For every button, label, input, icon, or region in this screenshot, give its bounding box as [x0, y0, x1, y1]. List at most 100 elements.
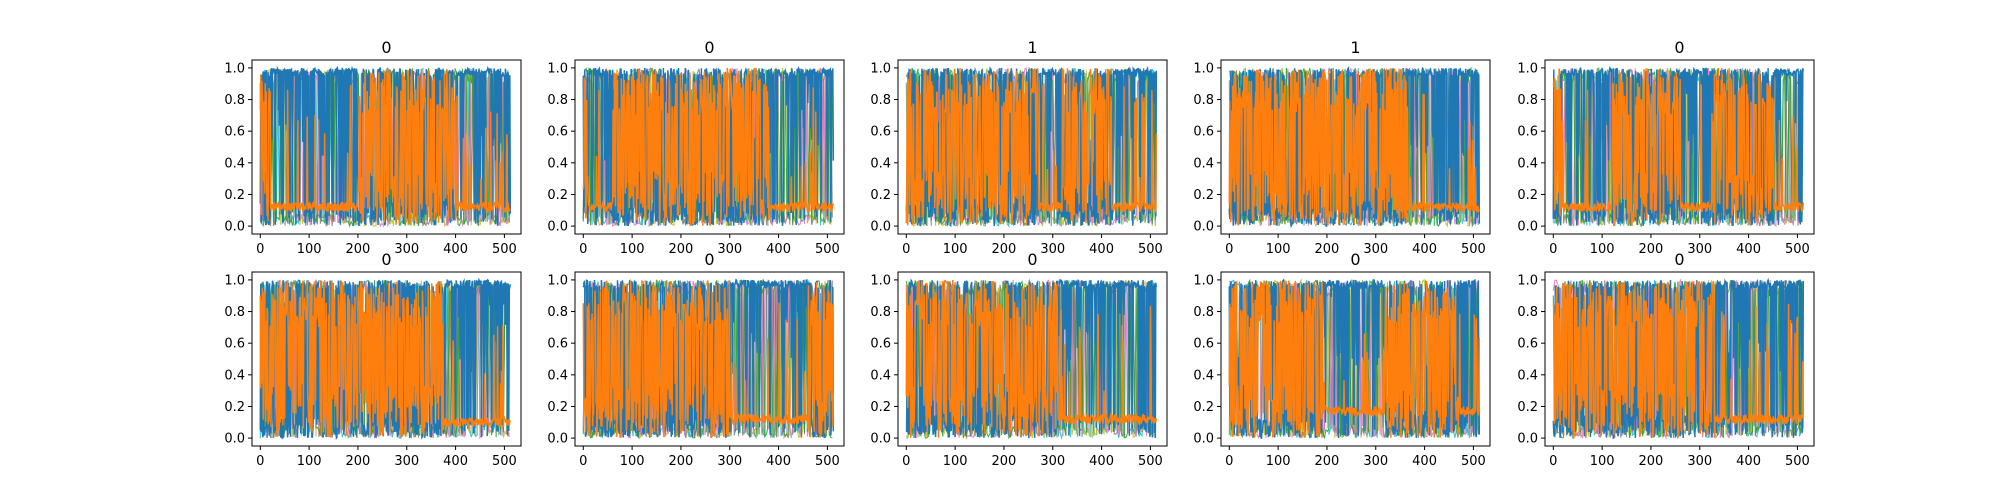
y-tick-label: 0.8 — [1517, 305, 1538, 320]
y-tick-label: 0.2 — [870, 188, 891, 203]
series-blue — [1228, 66, 1481, 229]
y-tick-label: 0.0 — [1517, 432, 1538, 447]
y-tick-label: 0.8 — [1193, 93, 1214, 108]
x-tick-label: 0 — [1549, 454, 1557, 469]
y-tick-label: 0.0 — [547, 432, 568, 447]
plot-area — [1552, 277, 1805, 440]
x-tick-label: 200 — [992, 242, 1017, 257]
y-tick-label: 0.4 — [1193, 156, 1214, 171]
series-orange — [259, 279, 511, 438]
y-tick-label: 1.0 — [224, 61, 245, 76]
y-tick-label: 0.2 — [1193, 188, 1214, 203]
y-tick-label: 0.6 — [870, 125, 891, 140]
x-tick-label: 200 — [669, 242, 694, 257]
axes-frame — [897, 271, 1168, 447]
x-tick-label: 100 — [297, 454, 322, 469]
subplot-title: 1 — [1027, 38, 1037, 57]
y-tick-label: 0.4 — [224, 368, 245, 383]
x-tick-label: 0 — [1225, 454, 1233, 469]
y-tick-label: 0.6 — [870, 337, 891, 352]
x-tick-label: 0 — [902, 454, 910, 469]
x-tick-label: 200 — [1315, 454, 1340, 469]
y-tick-label: 1.0 — [547, 61, 568, 76]
x-tick-label: 100 — [943, 454, 968, 469]
plot-area — [905, 278, 1158, 440]
axes-frame — [1544, 271, 1815, 447]
x-tick-label: 500 — [1785, 242, 1810, 257]
x-tick-label: 0 — [1549, 242, 1557, 257]
subplot-title: 0 — [704, 38, 714, 57]
y-tick-label: 0.0 — [1517, 220, 1538, 235]
x-tick-label: 400 — [1412, 454, 1437, 469]
y-tick-label: 0.2 — [547, 400, 568, 415]
series-blue — [259, 65, 512, 227]
axes-frame — [1220, 59, 1491, 235]
y-tick-label: 0.0 — [547, 220, 568, 235]
x-tick-label: 200 — [1315, 242, 1340, 257]
x-tick-label: 400 — [1089, 242, 1114, 257]
x-tick-label: 100 — [1590, 454, 1615, 469]
y-tick-label: 0.4 — [547, 156, 568, 171]
y-tick-label: 0.2 — [224, 188, 245, 203]
y-tick-label: 0.6 — [1193, 337, 1214, 352]
x-tick-label: 100 — [620, 242, 645, 257]
y-tick-label: 0.0 — [224, 432, 245, 447]
y-tick-label: 0.0 — [870, 220, 891, 235]
x-tick-label: 300 — [1363, 242, 1388, 257]
x-tick-label: 400 — [443, 242, 468, 257]
series-orange — [1228, 68, 1480, 226]
x-tick-label: 300 — [717, 454, 742, 469]
x-tick-label: 300 — [1040, 242, 1065, 257]
subplot-title: 0 — [381, 250, 391, 269]
subplot-title: 0 — [1350, 250, 1360, 269]
subplot-title: 1 — [1350, 38, 1360, 57]
axes-frame — [574, 271, 845, 447]
x-tick-label: 300 — [394, 454, 419, 469]
y-tick-label: 0.8 — [224, 93, 245, 108]
y-tick-label: 0.8 — [1517, 93, 1538, 108]
plot-area — [1228, 66, 1481, 229]
x-tick-label: 400 — [1736, 454, 1761, 469]
x-tick-label: 500 — [1138, 242, 1163, 257]
x-tick-label: 100 — [943, 242, 968, 257]
y-tick-label: 0.2 — [870, 400, 891, 415]
subplot-6: 0 100 200 300 400 500 0.0 0.2 0.4 0.6 0.8 1.0 0 — [224, 250, 522, 469]
x-tick-label: 0 — [256, 242, 264, 257]
y-tick-label: 1.0 — [1193, 273, 1214, 288]
plot-area — [905, 65, 1158, 228]
plot-area — [259, 65, 512, 228]
subplot-3: 0 100 200 300 400 500 0.0 0.2 0.4 0.6 0.8 1.0 1 — [870, 38, 1168, 257]
y-tick-label: 0.0 — [1193, 432, 1214, 447]
x-tick-label: 400 — [766, 242, 791, 257]
plot-area — [259, 277, 512, 441]
subplot-title: 0 — [1674, 38, 1684, 57]
axes-frame — [1220, 271, 1491, 447]
subplot-7: 0 100 200 300 400 500 0.0 0.2 0.4 0.6 0.8 1.0 0 — [547, 250, 845, 469]
x-tick-label: 0 — [902, 242, 910, 257]
x-tick-label: 500 — [1461, 454, 1486, 469]
y-tick-label: 1.0 — [870, 61, 891, 76]
x-tick-label: 0 — [579, 454, 587, 469]
y-tick-label: 0.8 — [1193, 305, 1214, 320]
y-tick-label: 0.4 — [870, 156, 891, 171]
x-tick-label: 200 — [346, 454, 371, 469]
subplot-title: 0 — [381, 38, 391, 57]
y-tick-label: 0.4 — [1517, 368, 1538, 383]
axes-frame — [251, 59, 522, 235]
subplot-2: 0 100 200 300 400 500 0.0 0.2 0.4 0.6 0.8 1.0 0 — [547, 38, 845, 257]
y-tick-label: 0.8 — [870, 305, 891, 320]
series-orange — [905, 67, 1158, 226]
y-tick-label: 0.6 — [1193, 125, 1214, 140]
subplot-4: 0 100 200 300 400 500 0.0 0.2 0.4 0.6 0.8 1.0 1 — [1193, 38, 1491, 257]
y-tick-label: 1.0 — [1517, 273, 1538, 288]
plot-area — [582, 278, 835, 440]
x-tick-label: 400 — [1089, 454, 1114, 469]
y-tick-label: 0.4 — [1193, 368, 1214, 383]
x-tick-label: 400 — [766, 454, 791, 469]
y-tick-label: 0.8 — [870, 93, 891, 108]
y-tick-label: 0.8 — [224, 305, 245, 320]
plot-area — [1552, 66, 1805, 228]
x-tick-label: 300 — [1363, 454, 1388, 469]
x-tick-label: 500 — [1785, 454, 1810, 469]
